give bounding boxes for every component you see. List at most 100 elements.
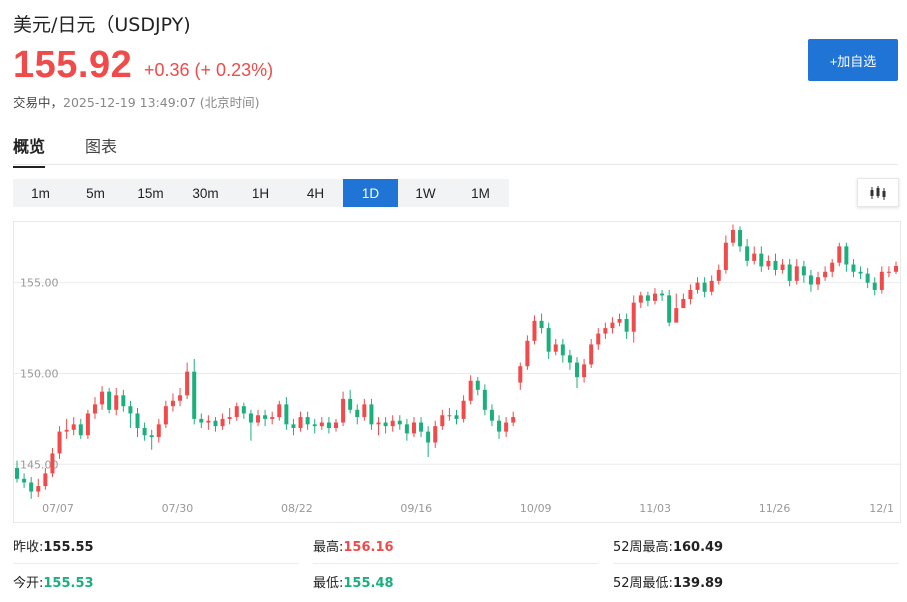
period-selector: 1m 5m 15m 30m 1H 4H 1D 1W 1M [13, 179, 509, 207]
stat-value: 160.49 [672, 540, 724, 555]
candle-body [192, 371, 197, 419]
candle-body [865, 273, 870, 283]
period-30m[interactable]: 30m [192, 185, 219, 201]
timestamp: 2025-12-19 13:49:07 (北京时间) [63, 95, 260, 110]
period-4h[interactable]: 4H [306, 185, 325, 201]
stat-label: 昨收: [13, 540, 44, 555]
candle-body [15, 467, 19, 479]
candle-body [589, 344, 594, 365]
candle-body [617, 319, 622, 323]
period-15m[interactable]: 15m [137, 185, 164, 201]
candle-body [844, 246, 849, 265]
candle-body [858, 271, 863, 274]
candle-body [206, 420, 211, 423]
candle-body [341, 398, 346, 423]
candle-body [163, 406, 168, 425]
stat-low: 最低:155.48 [313, 572, 394, 591]
candlestick-chart[interactable]: 155.00 150.00 145.00 07/07 07/30 08/22 09/16 10… [14, 222, 900, 522]
candle-body [277, 404, 282, 418]
candle-body [433, 426, 438, 443]
candle-body [723, 242, 728, 270]
trading-status-label: 交易中， [13, 95, 64, 110]
candle-body [652, 293, 657, 301]
tab-overview[interactable]: 概览 [13, 133, 46, 168]
candle-body [270, 417, 275, 419]
add-to-watchlist-button[interactable]: +加自选 [808, 39, 898, 81]
x-tick-label: 08/22 [281, 502, 313, 515]
candle-body [390, 420, 395, 427]
period-1w[interactable]: 1W [415, 185, 436, 201]
tab-chart[interactable]: 图表 [85, 137, 118, 156]
candle-body [624, 319, 629, 332]
period-5m[interactable]: 5m [86, 185, 105, 201]
candle-body [681, 299, 686, 309]
candle-body [582, 364, 587, 378]
candle-body [114, 395, 119, 410]
candle-body [674, 308, 679, 323]
candle-body [128, 406, 133, 414]
candle-body [752, 253, 757, 261]
candle-body [539, 320, 544, 329]
candle-body [135, 413, 140, 428]
candle-body [50, 453, 55, 474]
candle-body [801, 266, 806, 276]
chart-type-button[interactable] [857, 178, 899, 207]
candle-body [504, 422, 509, 432]
tab-divider [13, 164, 898, 165]
candle-body [787, 264, 792, 281]
candle-body [362, 404, 367, 418]
period-1mo[interactable]: 1M [471, 185, 490, 201]
candle-body [355, 409, 360, 418]
candle-body [603, 328, 608, 334]
y-tick-label: 155.00 [20, 277, 59, 290]
candle-body [440, 415, 445, 427]
candle-body [326, 422, 331, 428]
candle-body [36, 486, 41, 492]
candle-body [766, 260, 771, 267]
candle-body [886, 271, 891, 273]
candle-body [879, 271, 884, 290]
stat-label: 52周最高: [613, 540, 673, 555]
tab-bar: 概览 图表 [13, 133, 157, 168]
period-1h[interactable]: 1H [251, 185, 270, 201]
candle-body [468, 380, 473, 401]
candle-body [695, 282, 700, 290]
candlestick-icon [870, 185, 886, 200]
candle-body [709, 280, 714, 292]
candle-body [199, 418, 204, 423]
stat-52w-high: 52周最高:160.49 [613, 536, 723, 555]
stat-52w-low: 52周最低:139.89 [613, 572, 723, 591]
candle-body [532, 320, 537, 341]
candle-body [872, 282, 877, 290]
candle-body [312, 424, 317, 427]
stat-prev-close: 昨收:155.55 [13, 536, 94, 555]
candle-body [85, 413, 90, 436]
candle-body [57, 431, 62, 454]
candle-body [92, 404, 97, 414]
candle-body [489, 409, 494, 421]
candle-body [333, 422, 338, 428]
candle-body [22, 478, 27, 483]
candle-body [43, 473, 48, 487]
stat-value: 139.89 [672, 576, 724, 591]
candle-body [100, 391, 105, 405]
candle-body [305, 417, 310, 425]
candle-body [149, 435, 154, 438]
divider [613, 563, 899, 564]
period-1m[interactable]: 1m [31, 185, 50, 201]
candle-body [894, 265, 898, 272]
candle-body [780, 264, 785, 270]
candle-body [71, 424, 76, 430]
candle-body [248, 413, 253, 423]
candle-body [107, 391, 112, 410]
x-tick-label: 10/09 [520, 502, 552, 515]
period-1d[interactable]: 1D [343, 179, 398, 207]
candle-body [596, 333, 601, 345]
candle-body [816, 277, 821, 285]
candle-body [291, 424, 296, 428]
candle-body [170, 400, 175, 407]
candle-body [546, 328, 551, 352]
current-price: 155.92 [13, 44, 133, 86]
candle-body [794, 266, 799, 281]
candle-body [29, 482, 34, 492]
